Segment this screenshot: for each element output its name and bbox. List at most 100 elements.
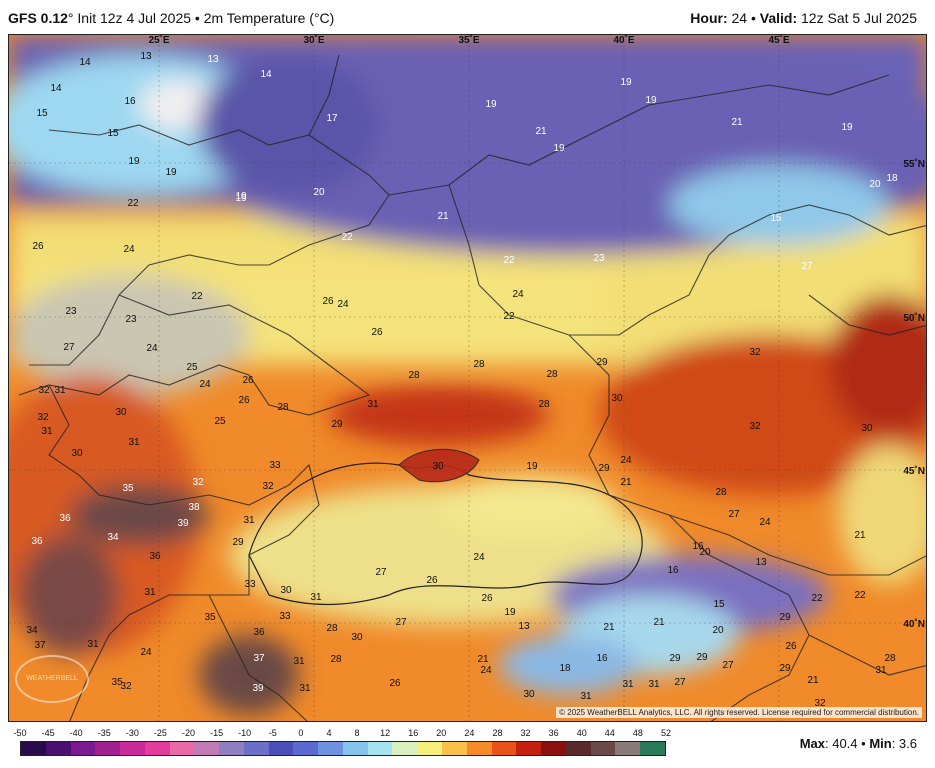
legend-tick: 8 bbox=[354, 728, 360, 738]
legend-swatch bbox=[70, 742, 96, 755]
temperature-value: 39 bbox=[252, 683, 264, 694]
hour-value: 24 bbox=[731, 10, 748, 26]
legend-tick: 40 bbox=[576, 728, 587, 738]
temperature-value: 28 bbox=[277, 402, 289, 413]
temperature-value: 28 bbox=[473, 359, 485, 370]
temperature-value: 22 bbox=[503, 311, 515, 322]
temperature-value: 21 bbox=[437, 211, 449, 222]
legend-swatch bbox=[120, 742, 145, 755]
temperature-value: 22 bbox=[503, 255, 515, 266]
lat-label: 50˚N bbox=[903, 312, 925, 324]
legend-swatch bbox=[565, 742, 591, 755]
temperature-value: 21 bbox=[731, 117, 743, 128]
legend-swatch bbox=[243, 742, 269, 755]
temperature-value: 24 bbox=[759, 517, 771, 528]
legend-swatch bbox=[45, 742, 71, 755]
legend-swatch bbox=[466, 742, 492, 755]
temperature-value: 24 bbox=[480, 665, 492, 676]
legend-tick: 32 bbox=[520, 728, 531, 738]
temperature-value: 37 bbox=[253, 653, 265, 664]
temperature-value: 31 bbox=[87, 639, 99, 650]
temperature-value: 16 bbox=[124, 96, 136, 107]
temperature-value: 17 bbox=[326, 113, 338, 124]
legend-swatch bbox=[194, 742, 220, 755]
legend-tick: 4 bbox=[326, 728, 332, 738]
copyright-notice: © 2025 WeatherBELL Analytics, LLC. All r… bbox=[556, 707, 922, 718]
legend-tick: 16 bbox=[408, 728, 419, 738]
temperature-value: 26 bbox=[481, 593, 493, 604]
temperature-value: 27 bbox=[63, 342, 75, 353]
legend-colorbar bbox=[20, 741, 666, 756]
model-title: GFS 0.12° Init 12z 4 Jul 2025 • 2m Tempe… bbox=[8, 10, 334, 26]
temperature-value: 32 bbox=[814, 698, 826, 709]
temperature-value: 24 bbox=[620, 455, 632, 466]
legend-swatch bbox=[516, 742, 542, 755]
temperature-value: 31 bbox=[41, 426, 53, 437]
temperature-value: 19 bbox=[235, 191, 247, 202]
temperature-value: 32 bbox=[38, 385, 50, 396]
temperature-value: 29 bbox=[779, 612, 791, 623]
temperature-value: 34 bbox=[26, 625, 38, 636]
temperature-value: 28 bbox=[408, 370, 420, 381]
temperature-value: 19 bbox=[128, 156, 140, 167]
temperature-value: 36 bbox=[149, 551, 161, 562]
temperature-value: 26 bbox=[785, 641, 797, 652]
legend-swatch bbox=[169, 742, 195, 755]
temperature-map[interactable]: 25˚E 30˚E 35˚E 40˚E 45˚E 55˚N 50˚N 45˚N 40˚N 14 1… bbox=[8, 34, 927, 722]
temperature-value: 28 bbox=[330, 654, 342, 665]
temperature-value: 28 bbox=[326, 623, 338, 634]
temperature-value: 20 bbox=[869, 179, 881, 190]
temperature-value: 14 bbox=[50, 83, 62, 94]
temperature-value: 23 bbox=[593, 253, 605, 264]
temperature-value: 21 bbox=[535, 126, 547, 137]
temperature-value: 33 bbox=[279, 611, 291, 622]
temperature-value: 30 bbox=[861, 423, 873, 434]
init-info: ° Init 12z 4 Jul 2025 • 2m Temperature (… bbox=[67, 10, 335, 26]
legend-swatch bbox=[491, 742, 517, 755]
legend-swatch bbox=[219, 742, 244, 755]
temperature-value: 31 bbox=[622, 679, 634, 690]
weatherbell-logo: WEATHERBELL bbox=[15, 655, 89, 703]
valid-label: Valid: bbox=[759, 10, 798, 26]
temperature-value: 21 bbox=[854, 530, 866, 541]
temperature-value: 21 bbox=[603, 622, 615, 633]
temperature-value: 31 bbox=[367, 399, 379, 410]
temperature-value: 22 bbox=[341, 232, 353, 243]
temperature-value: 27 bbox=[674, 677, 686, 688]
legend-swatch bbox=[342, 742, 368, 755]
temperature-value: 15 bbox=[107, 128, 119, 139]
temperature-value: 27 bbox=[801, 261, 813, 272]
temperature-value: 24 bbox=[123, 244, 135, 255]
crimea bbox=[398, 448, 480, 483]
temperature-value: 31 bbox=[310, 592, 322, 603]
temperature-value: 13 bbox=[140, 51, 152, 62]
max-label: Max bbox=[799, 736, 825, 751]
temperature-value: 26 bbox=[426, 575, 438, 586]
temperature-value: 31 bbox=[299, 683, 311, 694]
temperature-value: 30 bbox=[611, 393, 623, 404]
valid-time: Hour: 24 • Valid: 12z Sat 5 Jul 2025 bbox=[690, 10, 917, 26]
temperature-value: 32 bbox=[749, 421, 761, 432]
temperature-value: 19 bbox=[485, 99, 497, 110]
temperature-value: 33 bbox=[244, 579, 256, 590]
temperature-value: 35 bbox=[122, 483, 134, 494]
max-value: : 40.4 bbox=[825, 736, 858, 751]
legend-tick: 12 bbox=[380, 728, 391, 738]
lon-label: 35˚E bbox=[458, 35, 479, 46]
legend-tick: -35 bbox=[97, 728, 111, 738]
temperature-value: 35 bbox=[111, 677, 123, 688]
lon-label: 45˚E bbox=[768, 35, 789, 46]
temperature-value: 26 bbox=[389, 678, 401, 689]
lon-label: 25˚E bbox=[148, 35, 169, 46]
temperature-value: 19 bbox=[553, 143, 565, 154]
temperature-value: 19 bbox=[526, 461, 538, 472]
temperature-value: 35 bbox=[204, 612, 216, 623]
temperature-value: 29 bbox=[331, 419, 343, 430]
temperature-value: 22 bbox=[191, 291, 203, 302]
temperature-value: 36 bbox=[31, 536, 43, 547]
temperature-value: 26 bbox=[32, 241, 44, 252]
temperature-value: 26 bbox=[238, 395, 250, 406]
temperature-value: 27 bbox=[728, 509, 740, 520]
temperature-value: 26 bbox=[322, 296, 334, 307]
